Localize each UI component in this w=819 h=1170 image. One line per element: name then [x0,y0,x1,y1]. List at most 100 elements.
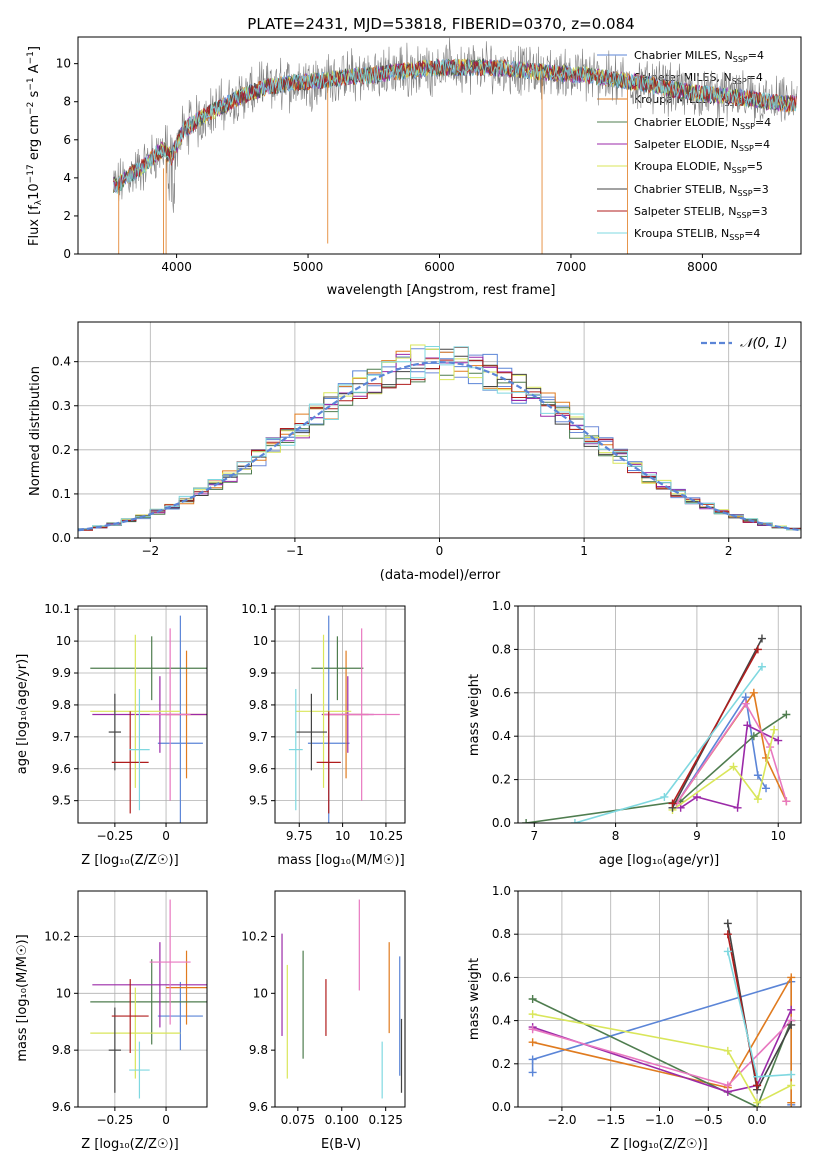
spectrum-ylabel-sup: −1 [26,51,36,64]
mass-vs-Z-errorbar-point [157,981,203,1051]
age-vs-Z-ytick-label: 10 [56,634,71,648]
residuals-ytick-label: 0.0 [52,531,71,545]
residuals-ytick-label: 0.2 [52,443,71,457]
weight-vs-age-marker [660,792,669,801]
age-vs-metallicity-panel: Z [log₁₀(Z/Z☉)] age [log₁₀(age/yr)] [15,654,179,868]
weight-vs-metallicity-panel: Z [log₁₀(Z/Z☉)] mass weight [467,958,708,1152]
weight-vs-age-marker [668,799,677,808]
weight-vs-age-marker [743,721,752,730]
weight-vs-age-ytick-label: 0.2 [492,773,511,787]
normal-distribution-curve [78,360,801,532]
mass-vs-Z-errorbar-point [166,950,207,1025]
mass-vs-ebv-frame [274,890,406,1108]
residuals-xtick-label: 1 [580,544,588,558]
residuals-axes: −2 −1 0 1 2 0.0 0.1 0.2 0.3 0.4 [52,322,801,558]
legend-label-suffix: =5 [747,160,763,173]
age-vs-Z-errorbar-point [108,693,121,771]
weight-vs-Z-xtick-label: −2.0 [547,1113,576,1127]
weight-vs-age-marker [770,725,779,734]
age-vs-Z-ytick-label: 9.7 [52,730,71,744]
age-vs-Z-ylabel: age [log₁₀(age/yr)] [15,654,30,775]
age-vs-mass-errorbar-point [316,711,341,814]
weight-vs-Z-series-line [532,998,792,1107]
mass-vs-Z-ytick-label: 10.2 [44,929,71,943]
mass-vs-Z-ytick-label: 9.8 [52,1043,71,1057]
age-vs-Z-errorbar-point [111,711,149,814]
weight-vs-age-series-line [675,702,788,804]
residuals-xtick-label: 2 [725,544,733,558]
mass-vs-Z-errorbar-point [90,987,181,1079]
mass-vs-Z-ylabel: mass [log₁₀(M/M☉)] [15,934,30,1061]
legend-label-suffix: =3 [753,183,769,196]
legend-label: Kroupa STELIB, NSSP=4 [634,227,760,242]
weight-vs-Z-marker [787,1005,796,1014]
mass-vs-ebv-ytick-label: 10.2 [241,929,268,943]
spectrum-xtick-label: 6000 [424,260,455,274]
weight-vs-age-xtick-label: 9 [693,829,701,843]
weight-vs-age-marker [753,795,762,804]
weight-vs-age-marker [741,699,750,708]
weight-vs-Z-marker [787,1081,796,1090]
weight-vs-age-xtick-label: 7 [530,829,538,843]
mass-vs-Z-xtick-label: −0.25 [96,1113,133,1127]
weight-vs-Z-marker [723,1046,732,1055]
legend-entry: Salpeter STELIB, NSSP=3 [597,205,768,220]
weight-vs-age-xlabel: age [log₁₀(age/yr)] [599,853,720,868]
mass-vs-ebv-xtick-label: 0.100 [325,1113,359,1127]
weight-vs-age-marker [757,634,766,643]
age-vs-mass-xlabel: mass [log₁₀(M/M☉)] [277,853,404,868]
model-spectrum-line [113,58,797,193]
mass-vs-Z-frame [77,890,208,1108]
weight-vs-age-marker [570,819,579,823]
weight-vs-Z-marker [753,1098,762,1107]
weight-vs-Z-ytick-label: 0.0 [492,1100,511,1114]
weight-vs-Z-xtick-label: −1.0 [645,1113,674,1127]
weight-vs-Z-ylabel: mass weight [467,958,482,1040]
age-vs-mass-xtick-label: 10.25 [369,829,403,843]
age-vs-Z-plot-area [90,615,207,823]
weight-vs-Z-marker [787,973,796,982]
legend-label: Kroupa ELODIE, NSSP=5 [634,160,763,175]
weight-vs-age-marker [729,762,738,771]
age-vs-Z-errorbar-point [149,628,191,801]
weight-vs-Z-ytick-label: 0.6 [492,970,511,984]
spectrum-xtick-label: 5000 [293,260,324,274]
mass-vs-Z-errorbar-point [92,942,207,1028]
residuals-xtick-label: −1 [286,544,304,558]
age-vs-mass-ytick-label: 9.5 [249,794,268,808]
mass-vs-Z-errorbar-point [111,979,149,1053]
residuals-xtick-label: 0 [436,544,444,558]
weight-vs-age-marker [782,710,791,719]
age-vs-Z-ytick-label: 9.6 [52,762,71,776]
weight-vs-age-marker [749,732,758,741]
mass-vs-Z-errorbar-point [90,959,207,1045]
weight-vs-Z-series-line [532,1013,792,1104]
weight-vs-Z-xlabel: Z [log₁₀(Z/Z☉)] [610,1137,707,1152]
legend-label: Chabrier ELODIE, NSSP=4 [634,116,771,131]
age-vs-mass-ytick-label: 10 [253,634,268,648]
age-vs-mass-errorbar-point [295,693,327,771]
mass-vs-ebv-ytick-label: 9.8 [249,1043,268,1057]
weight-vs-age-series-line [525,713,787,823]
residuals-xlabel: (data-model)/error [380,568,501,583]
mass-vs-ebv-plot-area [281,899,403,1099]
weight-vs-age-marker [774,736,783,745]
mass-vs-ebv-axes: 0.075 0.100 0.125 9.6 9.8 10 10.2 [241,899,403,1127]
mass-vs-ebv-xlabel: E(B-V) [321,1137,361,1152]
mass-vs-Z-axes: −0.25 0 9.6 9.8 10 10.2 [44,891,207,1127]
weight-vs-age-ytick-label: 1.0 [492,599,511,613]
legend-label-suffix: =4 [744,227,760,240]
spectrum-ytick-label: 0 [63,247,71,261]
age-vs-mass-xtick-label: 10 [335,829,350,843]
age-vs-mass-ytick-label: 9.9 [249,666,268,680]
age-vs-mass-xtick-label: 9.75 [286,829,313,843]
legend-label-sub: SSP [732,166,747,175]
age-vs-mass-ytick-label: 10.1 [241,602,268,616]
weight-vs-age-ytick-label: 0.8 [492,642,511,656]
weight-vs-age-marker [762,784,771,793]
age-vs-Z-errorbar-point [129,688,150,811]
legend-label-main: Salpeter STELIB, N [634,205,736,218]
legend-entry: Chabrier ELODIE, NSSP=4 [597,116,771,131]
age-vs-mass-ytick-label: 9.7 [249,730,268,744]
spectrum-ylabel-part: A [27,64,42,77]
